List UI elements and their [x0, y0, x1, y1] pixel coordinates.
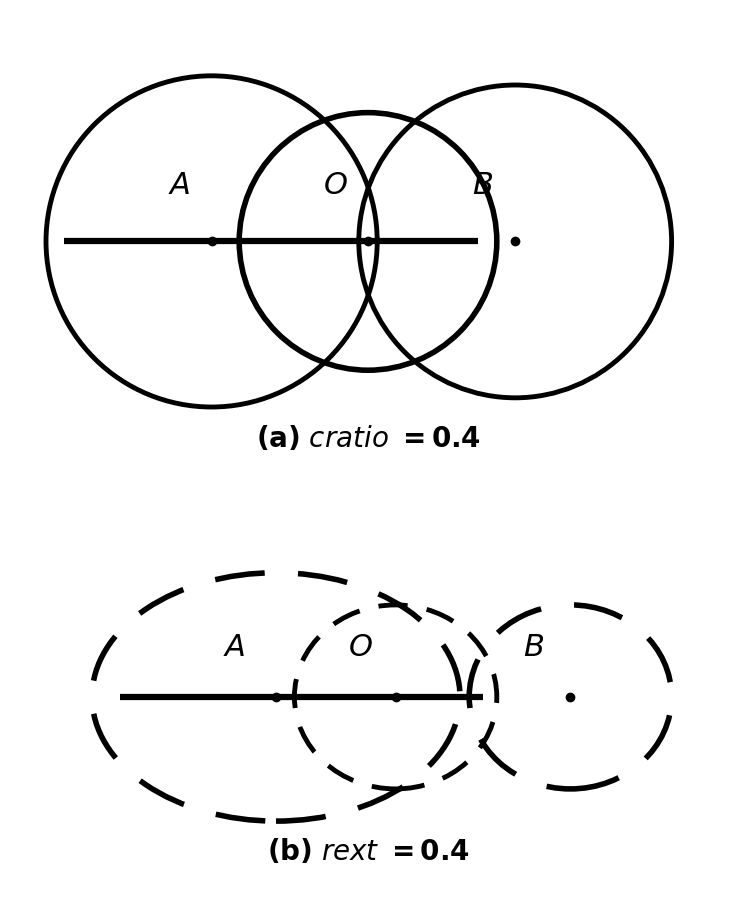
Text: $\bf{(a)}$ $\mathit{cratio}$ $\bf{= 0.4}$: $\bf{(a)}$ $\mathit{cratio}$ $\bf{= 0.4}… — [255, 424, 481, 453]
Text: $\mathit{O}$: $\mathit{O}$ — [323, 171, 348, 200]
Text: $\mathit{A}$: $\mathit{A}$ — [224, 633, 246, 662]
Text: $\mathit{A}$: $\mathit{A}$ — [169, 171, 191, 200]
Text: $\mathit{O}$: $\mathit{O}$ — [348, 633, 373, 662]
Text: $\bf{(b)}$ $\mathit{rext}$ $\bf{= 0.4}$: $\bf{(b)}$ $\mathit{rext}$ $\bf{= 0.4}$ — [266, 837, 470, 866]
Text: $\mathit{B}$: $\mathit{B}$ — [473, 171, 494, 200]
Text: $\mathit{B}$: $\mathit{B}$ — [523, 633, 544, 662]
